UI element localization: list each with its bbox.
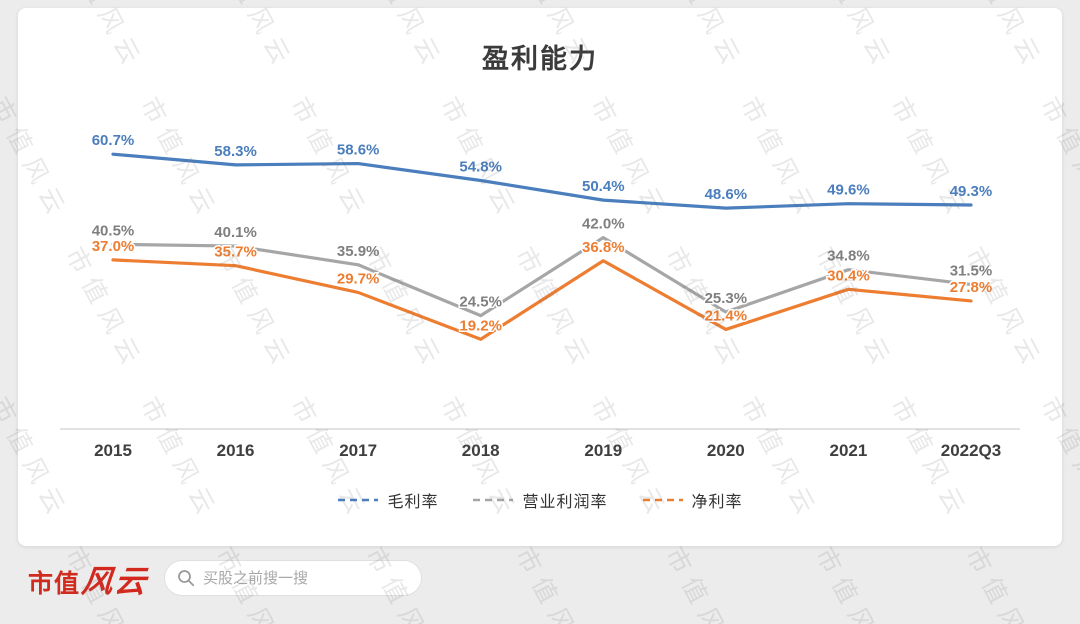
data-label: 35.9% xyxy=(337,243,380,260)
x-axis-label: 2017 xyxy=(339,441,377,460)
chart-legend: 毛利率 营业利润率 净利率 xyxy=(18,488,1062,512)
x-axis-label: 2020 xyxy=(707,441,745,460)
x-axis-label: 2016 xyxy=(217,441,255,460)
search-icon xyxy=(178,570,195,587)
data-label: 30.4% xyxy=(827,267,870,284)
data-label: 27.8% xyxy=(950,279,993,296)
data-label: 58.6% xyxy=(337,142,380,159)
x-axis-label: 2018 xyxy=(462,441,500,460)
legend-label: 毛利率 xyxy=(387,494,439,511)
legend-item: 净利率 xyxy=(642,488,743,512)
data-label: 40.1% xyxy=(214,224,257,241)
data-label: 42.0% xyxy=(582,216,625,233)
legend-item: 毛利率 xyxy=(337,488,438,512)
series-line-0 xyxy=(111,152,973,210)
data-label: 49.3% xyxy=(950,183,993,200)
chart-card: 盈利能力 2015 2016 2017 2018 2019 2020 2021 2022Q3 6… xyxy=(18,8,1062,546)
x-axis-label: 2019 xyxy=(584,441,622,460)
legend-dash-marker xyxy=(473,498,514,502)
series-line-1 xyxy=(111,235,973,318)
data-label: 60.7% xyxy=(92,132,135,149)
data-label: 24.5% xyxy=(459,294,502,311)
x-axis-label: 2022Q3 xyxy=(941,441,1002,460)
legend-dash-marker xyxy=(338,498,379,502)
data-label: 21.4% xyxy=(705,307,748,324)
chart-title: 盈利能力 xyxy=(482,44,598,74)
series-line-2 xyxy=(111,258,973,341)
footer-bar: 市值 风云 xyxy=(0,556,1080,600)
legend-label: 净利率 xyxy=(691,494,743,511)
data-label: 35.7% xyxy=(214,244,257,261)
legend-item: 营业利润率 xyxy=(472,488,607,512)
data-label: 36.8% xyxy=(582,239,625,256)
data-label: 49.6% xyxy=(827,182,870,199)
x-axis-label: 2021 xyxy=(830,441,868,460)
logo-text-secondary: 风云 xyxy=(79,563,150,599)
x-axis-label: 2015 xyxy=(94,441,132,460)
search-input[interactable] xyxy=(203,569,404,587)
data-label: 58.3% xyxy=(214,143,257,160)
data-label: 54.8% xyxy=(459,158,502,175)
data-label: 29.7% xyxy=(337,270,380,287)
data-label: 34.8% xyxy=(827,248,870,265)
legend-label: 营业利润率 xyxy=(522,494,608,511)
data-label: 25.3% xyxy=(705,290,748,307)
profitability-line-chart: 2015 2016 2017 2018 2019 2020 2021 2022Q3 60.7% 5… xyxy=(60,131,1020,460)
data-label: 40.5% xyxy=(92,222,135,239)
data-label: 50.4% xyxy=(582,178,625,195)
search-box[interactable] xyxy=(164,560,423,596)
logo: 市值 风云 xyxy=(28,556,150,601)
logo-text-primary: 市值 xyxy=(28,569,81,598)
legend-dash-marker xyxy=(642,498,683,502)
data-label: 48.6% xyxy=(705,186,748,203)
data-label: 37.0% xyxy=(92,238,135,255)
data-label: 19.2% xyxy=(459,317,502,334)
data-label: 31.5% xyxy=(950,262,993,279)
